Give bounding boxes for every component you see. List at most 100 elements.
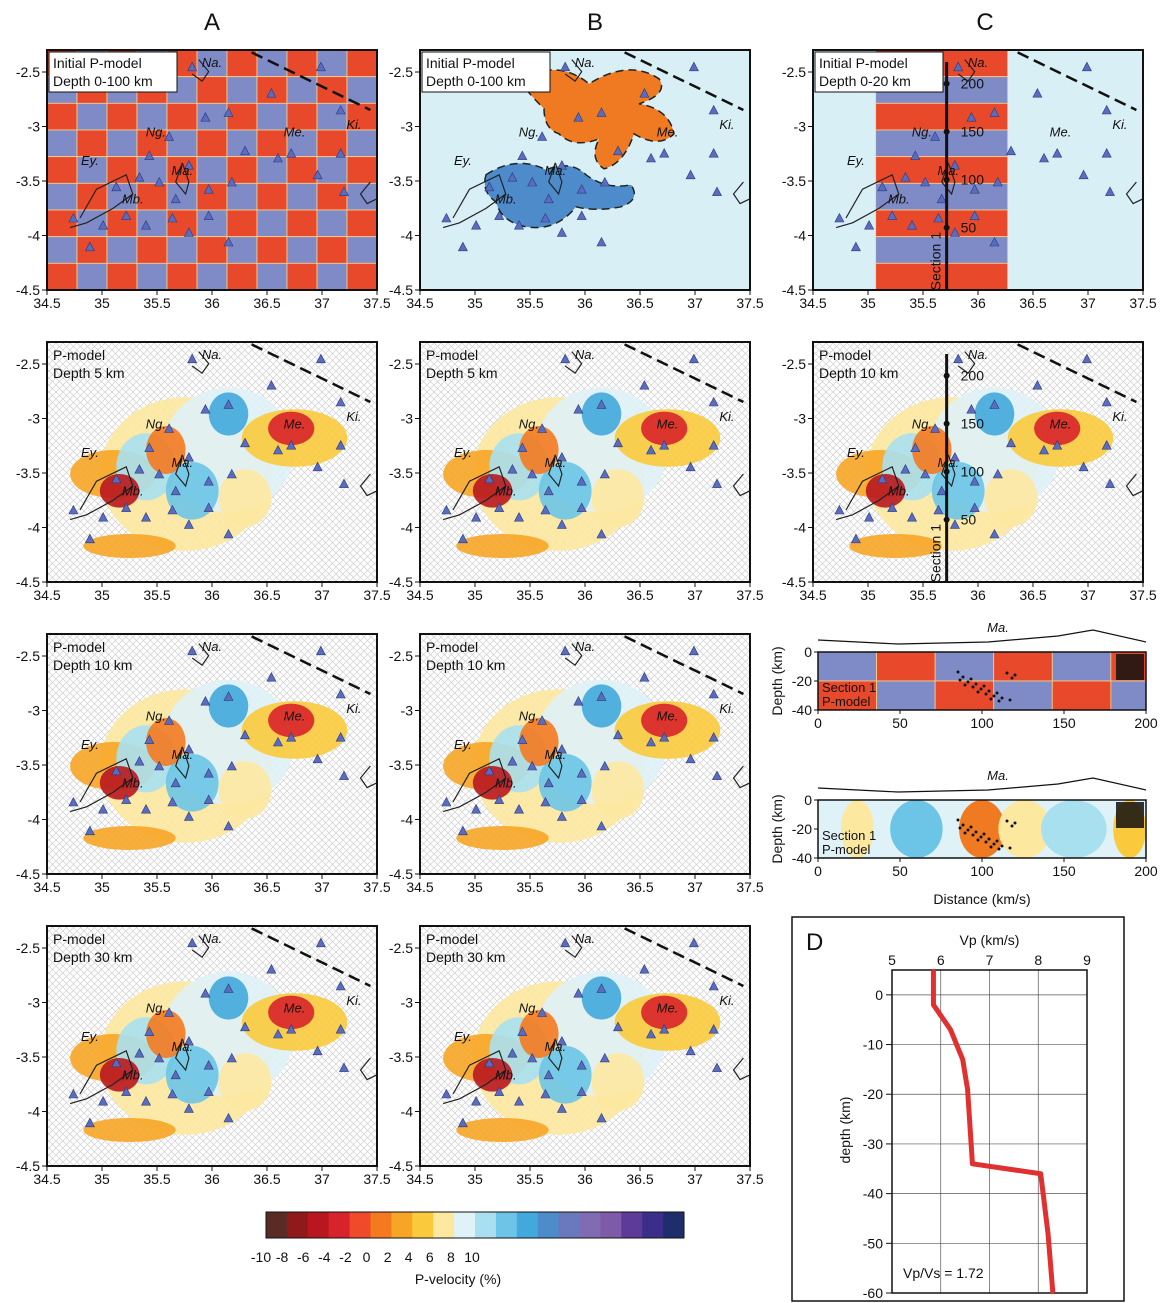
positive-anomaly-blob (517, 69, 675, 170)
checker-cell (226, 236, 258, 264)
lon-tick-label: 34.5 (799, 295, 826, 311)
lake-outline (564, 935, 583, 959)
vp-data-point (949, 1028, 952, 1031)
checker-cell (226, 209, 258, 238)
station-marker (850, 241, 861, 252)
depth-tick-label: 0 (804, 792, 812, 808)
colorbar-swatch (558, 1212, 580, 1238)
place-label: Na. (968, 347, 988, 362)
lon-tick-label: 35 (467, 1171, 483, 1187)
velocity-anomaly (581, 684, 622, 728)
panel-label-line2: Depth 0-100 km (426, 73, 526, 89)
station-marker (936, 485, 947, 496)
colorbar-tick-label: 0 (363, 1249, 371, 1265)
lat-tick-label: -4.5 (16, 282, 40, 298)
place-label: Ma. (937, 455, 959, 470)
column-label-c: C (976, 9, 993, 36)
lon-tick-label: 35.5 (143, 295, 170, 311)
earthquake-dot (971, 833, 975, 837)
station-marker (576, 184, 587, 194)
place-label: Na. (575, 347, 595, 362)
station-marker (1032, 88, 1043, 98)
station-marker (183, 452, 194, 462)
station-marker (141, 1096, 151, 1106)
section-cell (1110, 680, 1146, 710)
station-marker (907, 512, 917, 522)
distance-label: 100 (961, 172, 985, 188)
lon-tick-label: 37.5 (363, 295, 390, 311)
checker-cell (106, 129, 138, 158)
station-marker (134, 172, 145, 182)
lon-tick-label: 37.5 (363, 1171, 390, 1187)
place-label: Ng. (912, 416, 932, 431)
earthquake-dot (1008, 846, 1012, 850)
place-label: Me. (284, 708, 306, 723)
checker-cell (47, 262, 78, 290)
checker-cell (136, 209, 168, 238)
lon-tick-label: 37 (314, 587, 330, 603)
station-marker (226, 760, 237, 771)
station-marker (339, 186, 349, 196)
station-marker (613, 437, 623, 448)
lake-outline (442, 173, 507, 229)
topography-profile (817, 629, 1147, 645)
lon-tick-label: 35.5 (516, 1171, 543, 1187)
station-marker (877, 181, 888, 192)
earthquake-dot (974, 830, 978, 834)
earthquake-dot (976, 690, 980, 694)
station-marker (226, 468, 237, 479)
station-marker (887, 210, 898, 220)
lat-tick-label: -3 (28, 411, 41, 427)
station-marker (200, 696, 211, 706)
lat-tick-label: -4.5 (16, 1158, 40, 1174)
velocity-anomaly (165, 754, 219, 812)
lon-tick-label: 34.5 (406, 879, 433, 895)
panel-label-line1: Initial P-model (53, 55, 142, 71)
place-label: Me. (1050, 416, 1072, 431)
station-marker (537, 715, 548, 725)
map-panel-b3: Na. Ng. Ey. Ma. Mb. Me. Ki. P-model Depth 10 km 3… (389, 633, 764, 895)
station-marker (900, 172, 911, 182)
lon-tick-label: 34.5 (33, 1171, 60, 1187)
map-panel-a1: Na. Ng. Ey. Ma. Mb. Me. Ki. Initial P-model Dept… (16, 49, 391, 311)
lat-tick-label: -3.5 (16, 1049, 40, 1065)
station-marker (573, 696, 584, 706)
section-label: Section 1 (928, 232, 944, 291)
velocity-anomaly (268, 411, 315, 446)
station-marker (144, 442, 155, 452)
checker-cell (316, 156, 348, 184)
boundary-line (1017, 51, 1137, 112)
lon-tick-label: 37 (687, 587, 703, 603)
checker-cell (256, 129, 288, 158)
station-marker (134, 464, 145, 474)
station-marker (685, 461, 696, 472)
map-body: Na. Ng. Ey. Ma. Mb. Me. Ki. (47, 342, 377, 582)
lake-outline (442, 465, 507, 521)
station-marker (164, 423, 175, 433)
station-marker (708, 980, 719, 991)
section-cell (993, 652, 1053, 682)
station-marker (556, 519, 567, 529)
checker-cell (106, 262, 138, 290)
lat-tick-label: -2.5 (16, 64, 40, 80)
lake-outline (69, 757, 134, 813)
station-marker (599, 176, 610, 187)
coast-outline (1125, 181, 1143, 205)
place-label: Ma. (544, 163, 566, 178)
station-marker (226, 176, 237, 187)
lat-tick-label: -4 (28, 228, 41, 244)
lon-tick-label: 36 (577, 295, 593, 311)
station-marker (639, 88, 650, 98)
lon-tick-label: 35.5 (516, 295, 543, 311)
section-cell (818, 652, 877, 682)
station-marker (84, 825, 95, 836)
station-marker (556, 744, 567, 754)
column-headings: A B C (204, 9, 994, 36)
map-panel-b2: Na. Ng. Ey. Ma. Mb. Me. Ki. P-model Depth 5 km 34… (389, 341, 764, 603)
earthquake-dot (974, 682, 978, 686)
station-marker (144, 150, 155, 160)
lon-tick-label: 36.5 (626, 1171, 653, 1187)
velocity-anomaly (519, 1010, 559, 1058)
station-marker (543, 1069, 554, 1080)
